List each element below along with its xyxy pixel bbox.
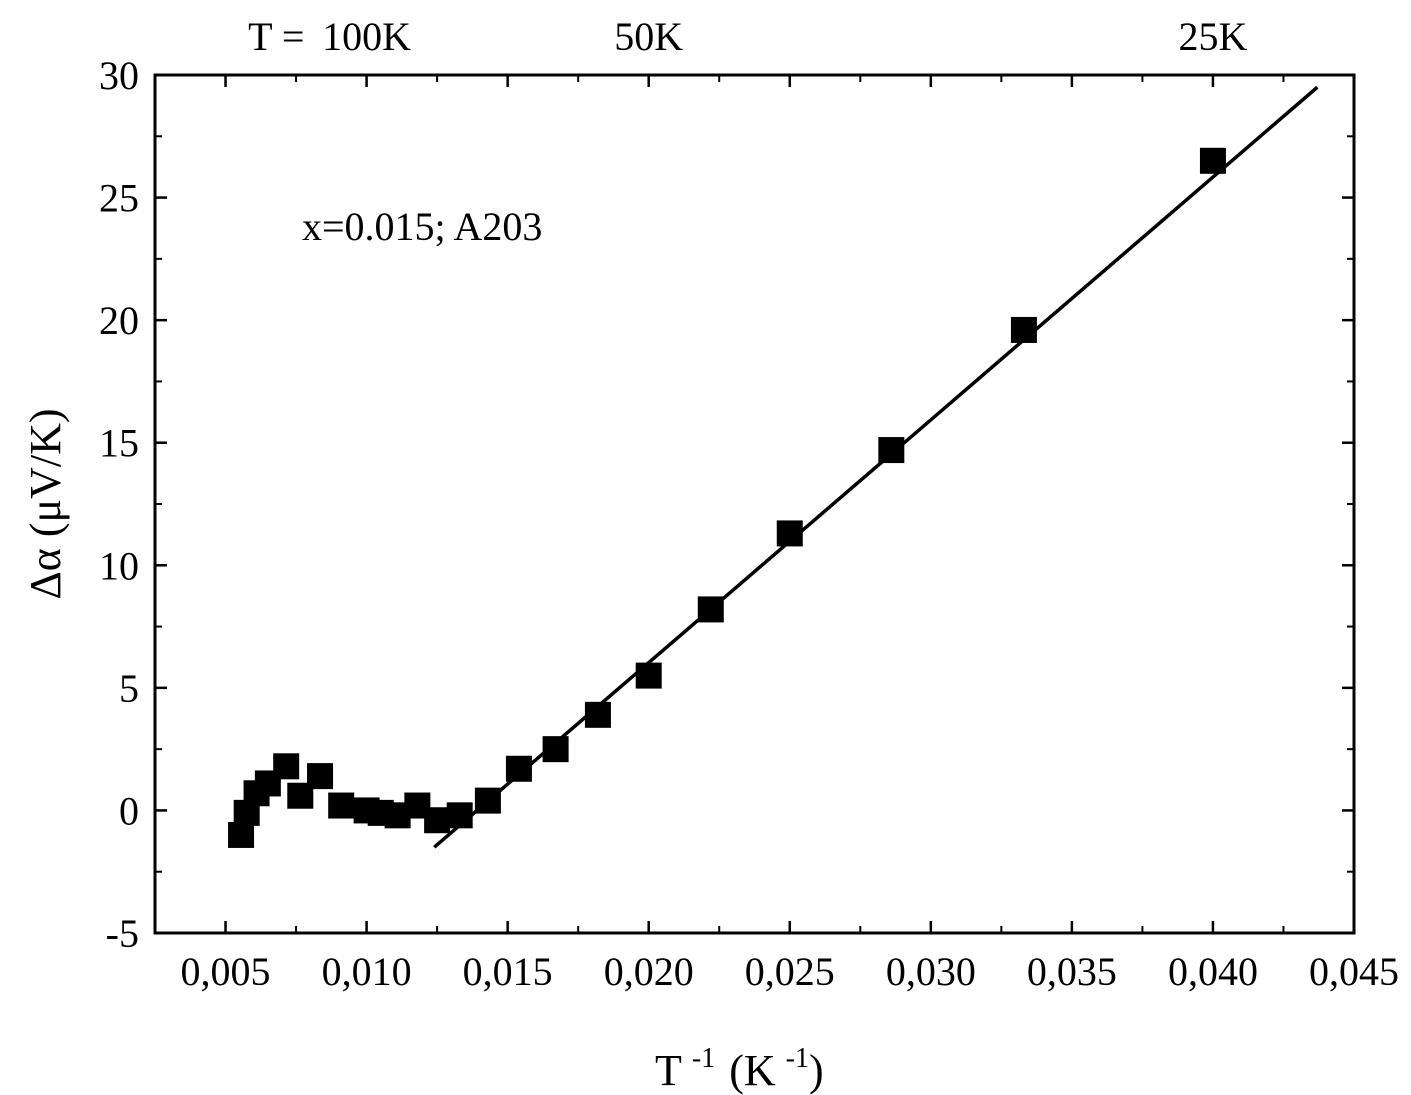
- data-point-square: [878, 437, 905, 464]
- data-point-square: [505, 755, 532, 782]
- x-tick-label: 0,025: [745, 949, 835, 994]
- fit-line: [433, 85, 1319, 849]
- x-tick-label: 0,040: [1168, 949, 1258, 994]
- data-point-square: [1199, 147, 1226, 174]
- top-temperature-label: T =: [248, 14, 304, 59]
- x-tick-labels: 0,005 0,010 0,015 0,020 0,025 0,030 0,035 0,040…: [181, 949, 1399, 994]
- top-temperature-label: 50K: [614, 14, 683, 59]
- annotation-label: x=0.015; A203: [302, 204, 542, 249]
- x-tick-label: 0,010: [322, 949, 412, 994]
- data-point-square: [542, 736, 569, 763]
- axis-ticks: [154, 73, 1356, 935]
- x-axis-title-mid: (K: [729, 1046, 776, 1095]
- x-tick-label: 0,015: [463, 949, 553, 994]
- data-point-square: [424, 807, 451, 834]
- data-point-square: [307, 763, 334, 790]
- x-axis-title: T -1 (K -1): [655, 1043, 824, 1095]
- y-tick-label: 20: [99, 298, 139, 343]
- x-axis-title-sup1: -1: [692, 1043, 715, 1074]
- top-temperature-label: 100K: [322, 14, 411, 59]
- y-tick-labels: -5 0 5 10 15 20 25 30: [99, 53, 139, 956]
- y-tick-label: 5: [119, 666, 139, 711]
- fit-lines: [433, 85, 1319, 849]
- y-axis-title: Δα (μV/K): [21, 408, 70, 599]
- data-point-square: [697, 596, 724, 623]
- top-temperature-label: 25K: [1178, 14, 1247, 59]
- data-point-square: [584, 701, 611, 728]
- x-tick-label: 0,020: [604, 949, 694, 994]
- x-axis-title-sup2: -1: [786, 1043, 809, 1074]
- data-point-square: [328, 792, 355, 819]
- top-temperature-labels: T = 100K 50K 25K: [248, 14, 1247, 59]
- y-tick-label: 30: [99, 53, 139, 98]
- data-point-square: [474, 787, 501, 814]
- y-tick-label: 25: [99, 176, 139, 221]
- data-point-square: [635, 662, 662, 689]
- x-axis-title-main: T: [655, 1046, 682, 1095]
- x-tick-label: 0,035: [1027, 949, 1117, 994]
- data-point-square: [1010, 316, 1037, 343]
- data-point-square: [776, 520, 803, 547]
- data-point-square: [228, 821, 255, 848]
- y-tick-label: 10: [99, 543, 139, 588]
- data-point-square: [446, 802, 473, 829]
- y-tick-label: 15: [99, 421, 139, 466]
- x-tick-label: 0,005: [181, 949, 271, 994]
- y-tick-label: 0: [119, 788, 139, 833]
- x-axis-title-end: ): [809, 1046, 824, 1095]
- x-tick-label: 0,045: [1309, 949, 1399, 994]
- y-tick-label: -5: [106, 911, 139, 956]
- data-points: [228, 147, 1226, 848]
- x-tick-label: 0,030: [886, 949, 976, 994]
- data-point-square: [273, 753, 300, 780]
